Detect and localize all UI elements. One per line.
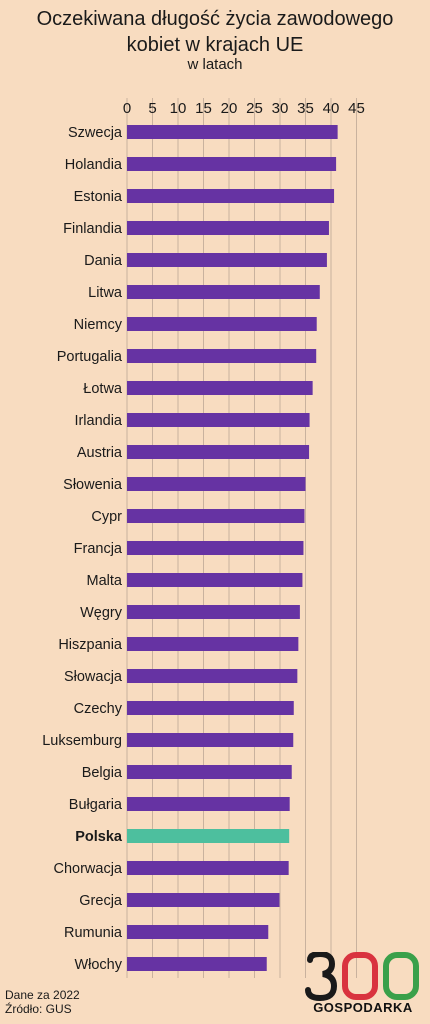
category-label: Czechy — [74, 701, 123, 717]
bar — [127, 125, 338, 139]
category-label: Chorwacja — [54, 861, 123, 877]
bar — [127, 605, 300, 619]
bar — [127, 253, 327, 267]
x-tick-label: 35 — [297, 100, 314, 117]
chart-title: Oczekiwana długość życia zawodowego kobi… — [0, 6, 430, 58]
x-tick-label: 25 — [246, 100, 263, 117]
logo-digit-zero-green-icon — [383, 952, 419, 1000]
category-label: Dania — [84, 253, 123, 269]
footer: Dane za 2022 Źródło: GUS — [5, 988, 80, 1016]
category-label: Estonia — [74, 189, 123, 205]
footer-date: Dane za 2022 — [5, 988, 80, 1002]
category-label: Szwecja — [68, 125, 123, 141]
chart-title-line2: kobiet w krajach UE — [126, 34, 304, 56]
x-tick-label: 10 — [170, 100, 187, 117]
x-tick-label: 5 — [148, 100, 156, 117]
footer-source: Źródło: GUS — [5, 1002, 72, 1016]
bar — [127, 765, 292, 779]
category-label: Węgry — [80, 605, 123, 621]
logo-digit-three-icon — [305, 950, 338, 1002]
category-label: Francja — [74, 541, 123, 557]
bar — [127, 285, 320, 299]
bar — [127, 413, 310, 427]
bar — [127, 221, 329, 235]
bar — [127, 637, 299, 651]
x-tick-label: 0 — [123, 100, 131, 117]
bar — [127, 669, 298, 683]
logo-wordmark: GOSPODARKA — [313, 1000, 413, 1015]
bar — [127, 317, 317, 331]
x-tick-label: 45 — [348, 100, 365, 117]
category-label: Austria — [77, 445, 123, 461]
bar — [127, 189, 335, 203]
category-label: Słowacja — [64, 669, 123, 685]
category-label: Polska — [75, 829, 123, 845]
chart-title-line1: Oczekiwana długość życia zawodowego — [36, 8, 394, 30]
bar — [127, 509, 305, 523]
category-label: Słowenia — [63, 477, 123, 493]
bar — [127, 797, 290, 811]
bar — [127, 349, 317, 363]
bar — [127, 381, 313, 395]
category-label: Litwa — [88, 285, 123, 301]
bar-highlighted — [127, 829, 290, 843]
category-label: Irlandia — [74, 413, 122, 429]
category-label: Bułgaria — [69, 797, 123, 813]
bar-chart: 0 5 10 15 20 25 30 35 40 45 Szwecja Holandia Estonia… — [42, 98, 365, 978]
bar — [127, 733, 294, 747]
category-label: Włochy — [74, 957, 122, 973]
category-label: Łotwa — [83, 381, 123, 397]
category-label: Portugalia — [57, 349, 123, 365]
x-tick-label: 30 — [272, 100, 289, 117]
bar — [127, 157, 337, 171]
bar — [127, 957, 267, 971]
category-label: Finlandia — [63, 221, 123, 237]
category-label: Hiszpania — [58, 637, 123, 653]
logo-300-gospodarka: GOSPODARKA — [304, 950, 422, 1018]
bar — [127, 701, 294, 715]
category-label: Cypr — [91, 509, 122, 525]
category-label: Holandia — [65, 157, 123, 173]
bar — [127, 893, 280, 907]
category-label: Malta — [87, 573, 123, 589]
bar — [127, 925, 269, 939]
chart-subtitle: w latach — [187, 56, 243, 73]
category-label: Rumunia — [64, 925, 123, 941]
x-tick-label: 40 — [323, 100, 340, 117]
logo-digit-zero-red-icon — [342, 952, 378, 1000]
bar — [127, 541, 304, 555]
x-tick-label: 20 — [221, 100, 238, 117]
x-tick-label: 15 — [195, 100, 212, 117]
category-label: Niemcy — [74, 317, 123, 333]
bar — [127, 573, 303, 587]
logo-number-graphic — [305, 950, 419, 1002]
category-label: Luksemburg — [42, 733, 122, 749]
category-label: Grecja — [79, 893, 123, 909]
bar — [127, 477, 306, 491]
category-label: Belgia — [82, 765, 123, 781]
bar — [127, 861, 289, 875]
bar — [127, 445, 310, 459]
